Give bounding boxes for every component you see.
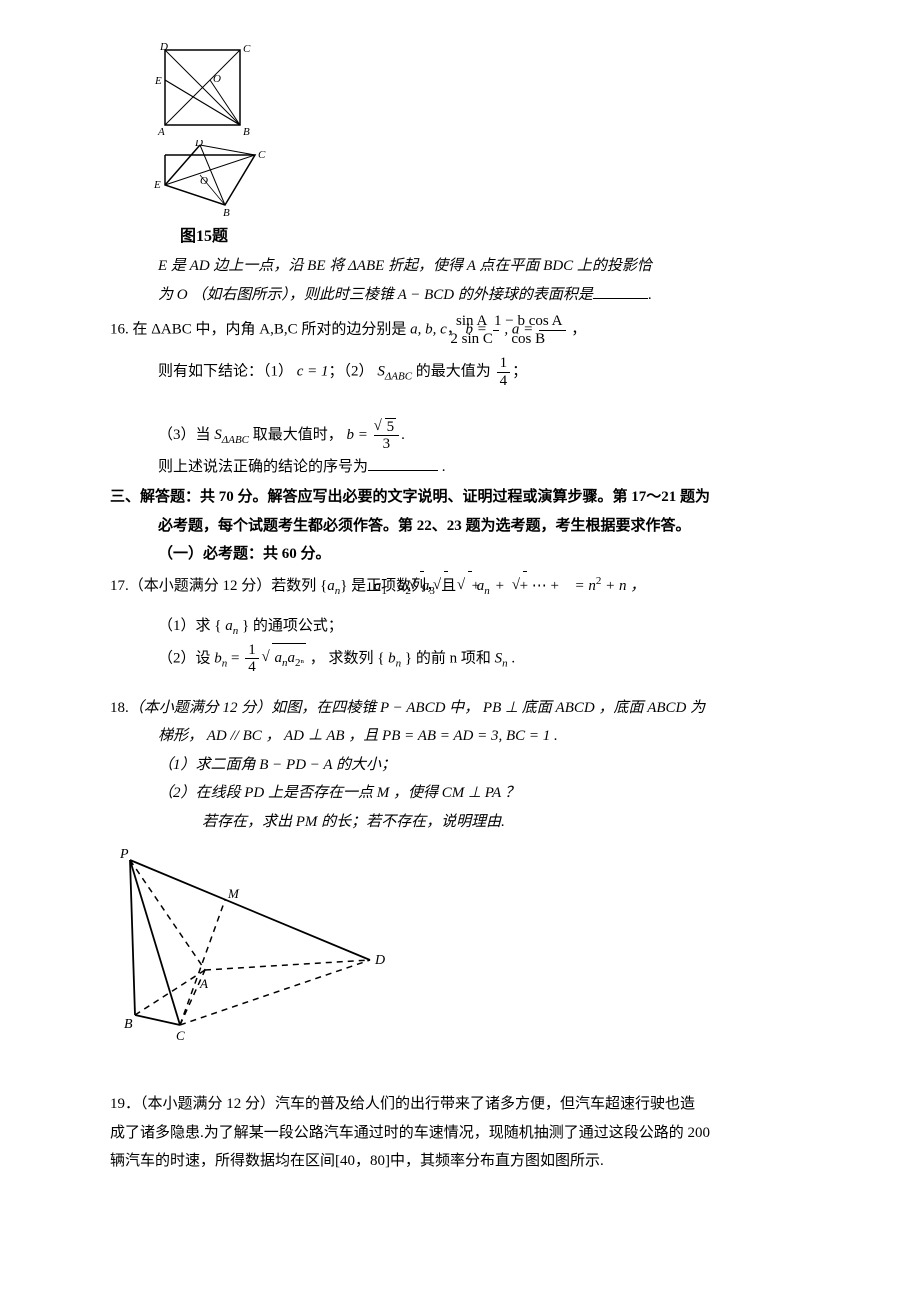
fig15-caption: 图15题: [150, 222, 850, 252]
svg-text:D: D: [159, 41, 168, 53]
svg-text:A: A: [199, 976, 208, 991]
svg-text:D: D: [194, 140, 203, 149]
svg-text:C: C: [258, 149, 266, 161]
q19: 19．（本小题满分 12 分）汽车的普及给人们的出行带来了诸多方便，但汽车超速行…: [110, 1090, 850, 1176]
fig15-bottom-svg: D C E B O: [150, 140, 270, 220]
fig15-top-svg: D C E A B O: [150, 40, 260, 140]
svg-text:D: D: [374, 953, 385, 968]
section3-heading: 三、解答题：共 70 分。解答应写出必要的文字说明、证明过程或演算步骤。第 17…: [110, 483, 850, 512]
svg-text:B: B: [124, 1017, 133, 1032]
svg-text:B: B: [243, 126, 250, 138]
svg-text:C: C: [243, 43, 251, 55]
svg-text:A: A: [157, 126, 165, 138]
svg-text:O: O: [200, 175, 208, 187]
q15-text: E 是 AD 边上一点，沿 BE 将 ΔABE 折起，使得 A 点在平面 BDC…: [110, 252, 850, 309]
q17: 17.（本小题满分 12 分）若数列 {an} 是正项数列，且 a1 + a2 …: [110, 571, 850, 602]
svg-text:M: M: [227, 886, 240, 901]
svg-text:E: E: [154, 75, 162, 87]
q16-body: 则有如下结论：（1） c = 1；（2） SΔABC 的最大值为 14； （3）…: [110, 355, 850, 481]
q17-parts: （1）求 { an } 的通项公式； （2）设 bn = 14 ana2ⁿ ， …: [110, 612, 850, 676]
svg-text:P: P: [119, 847, 129, 862]
q18-figure: P M A D B C: [110, 840, 410, 1040]
figure-15: D C E A B O D C E B O 图15题: [150, 40, 850, 252]
svg-text:E: E: [153, 179, 161, 191]
svg-text:O: O: [213, 73, 221, 85]
section3-heading-b: 必考题，每个试题考生都必须作答。第 22、23 题为选考题，考生根据要求作答。 …: [110, 512, 850, 569]
svg-text:B: B: [223, 207, 230, 219]
q18: 18.（本小题满分 12 分）如图，在四棱锥 P − ABCD 中， PB ⊥ …: [110, 694, 850, 723]
q18-body: 梯形， AD // BC ， AD ⊥ AB ，且 PB = AB = AD =…: [110, 722, 850, 836]
q16: 16. 在 ΔABC 中，内角 A,B,C 所对的边分别是 a, b, c， b…: [110, 313, 850, 347]
svg-text:C: C: [176, 1028, 185, 1040]
